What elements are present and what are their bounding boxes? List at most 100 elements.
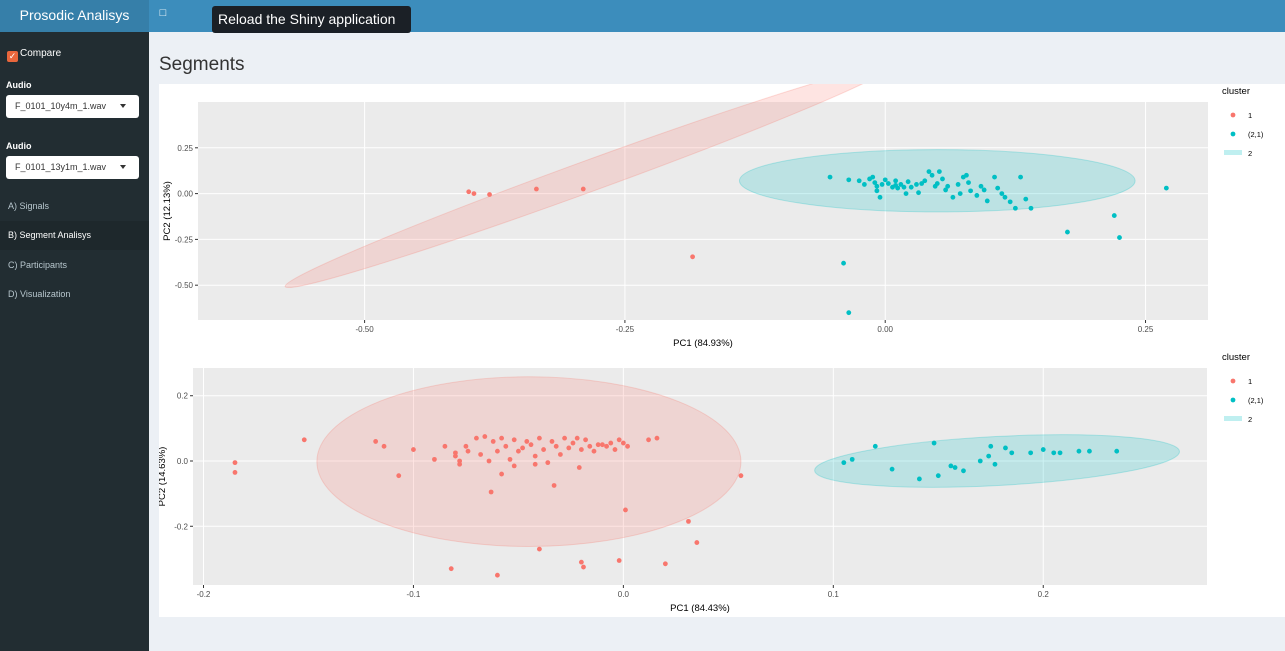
x-tick-label: 0.00 [877,325,893,334]
data-point [1009,450,1015,456]
data-point [232,470,238,475]
data-point [587,443,593,449]
data-point [936,169,942,175]
data-point [1087,448,1092,454]
data-point [578,447,584,452]
data-point [1065,229,1070,235]
data-point [471,191,477,196]
caret-down-icon [120,165,126,169]
data-point [992,174,997,180]
data-point [846,177,852,183]
data-point [874,188,880,194]
data-point [553,443,559,449]
compare-checkbox[interactable]: ✓ [7,51,18,62]
x-tick-label: 0.25 [1138,325,1154,334]
data-point [457,461,463,467]
audio-2-label: Audio [6,141,32,151]
x-tick-label: 0.1 [828,590,840,599]
data-point [1003,445,1008,451]
data-point [870,174,876,180]
data-point [952,465,958,470]
data-point [901,184,907,190]
legend-label: 2 [1248,415,1252,424]
y-axis-title: PC2 (14.63%) [159,447,168,507]
legend-label: 1 [1248,111,1252,120]
data-point [895,185,901,191]
header-bar: Prosodic Analisys □ Reload the Shiny app… [0,0,1285,33]
data-point [1040,447,1046,452]
y-tick-label: 0.00 [177,190,193,199]
legend-key-ellipse [1224,416,1242,421]
legend-key-point [1230,397,1236,403]
data-point [486,458,492,464]
data-point [916,190,921,196]
data-point [551,483,557,488]
sidebar-item-participants[interactable]: C) Participants [8,260,68,270]
data-point [562,435,567,441]
data-point [581,564,586,570]
data-point [442,443,448,449]
x-tick-label: 0.2 [1038,590,1050,599]
data-point [841,460,847,466]
app-title[interactable]: Prosodic Analisys [0,0,149,32]
data-point [478,452,484,457]
data-point [524,439,530,444]
data-point [482,434,488,439]
data-point [872,180,878,186]
data-point [574,435,580,441]
audio-1-select[interactable]: F_0101_10y4m_1.wav [6,95,139,118]
data-point [1163,185,1169,191]
plot-background [198,102,1208,320]
data-point [516,448,521,454]
data-point [511,437,517,443]
data-point [950,194,956,200]
sidebar-item-signals[interactable]: A) Signals [8,201,50,211]
data-point [232,460,238,466]
data-point [301,437,307,443]
legend-label: (2,1) [1248,396,1264,405]
data-point [578,559,584,565]
data-point [662,561,668,567]
data-point [885,181,891,186]
data-point [1012,205,1018,211]
data-point [490,439,496,444]
data-point [1018,174,1023,180]
data-point [528,442,534,448]
audio-2-select[interactable]: F_0101_13y1m_1.wav [6,156,139,179]
data-point [612,447,618,452]
data-point [999,191,1005,196]
data-point [916,476,922,482]
data-point [566,445,572,451]
legend-key-point [1230,112,1236,118]
sidebar-item-segment-analisys[interactable]: B) Segment Analisys [0,221,149,250]
data-point [536,435,542,441]
data-point [690,254,695,260]
data-point [595,442,601,448]
data-point [1051,450,1057,456]
data-point [995,185,1001,191]
data-point [908,184,914,190]
data-point [974,193,980,198]
data-point [534,186,539,192]
data-point [877,194,883,200]
data-point [957,191,963,196]
cluster-1-ellipse [316,376,742,547]
plot-panel: -0.50 -0.25 0.00 0.25 0.25 0.00 -0.25 -0.50 PC1 … [157,64,1285,617]
data-point [448,566,454,572]
x-axis-title: PC1 (84.93%) [673,338,733,349]
sidebar-toggle-icon[interactable]: □ [159,7,167,19]
legend-title: cluster [1222,86,1250,97]
data-point [620,440,626,446]
data-point [625,443,630,449]
data-point [905,179,911,185]
audio-2-value: F_0101_13y1m_1.wav [15,162,107,172]
data-point [849,456,855,462]
sidebar-item-visualization[interactable]: D) Visualization [8,289,71,299]
data-point [520,445,526,451]
audio-1-label: Audio [6,80,32,90]
data-point [898,182,904,187]
data-point [1117,235,1122,240]
data-point [503,443,509,449]
data-point [889,466,895,472]
data-point [396,473,402,479]
